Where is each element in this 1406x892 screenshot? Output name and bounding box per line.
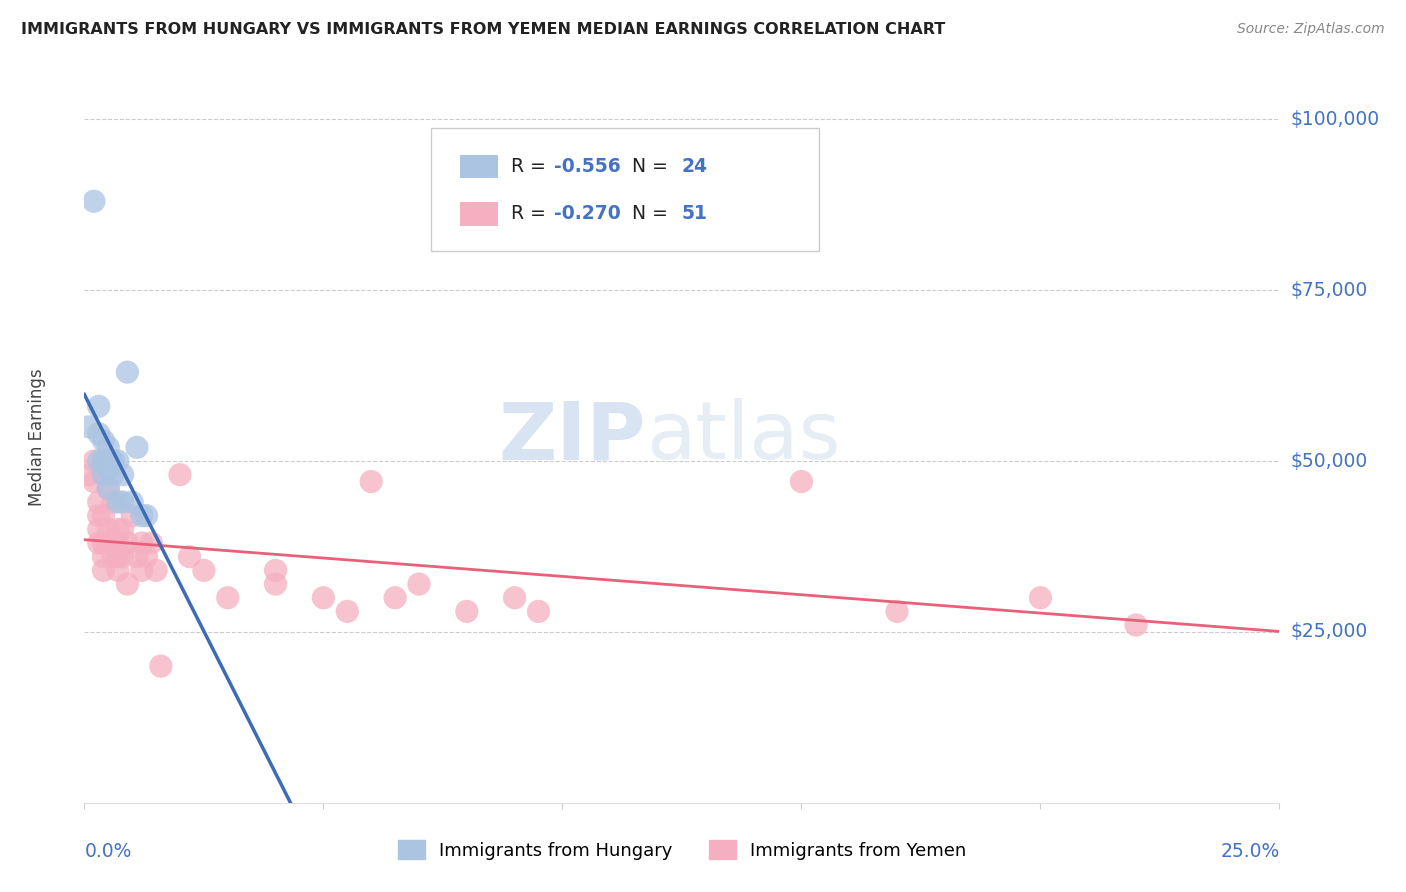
Text: 24: 24 — [682, 157, 707, 176]
Text: $75,000: $75,000 — [1291, 281, 1368, 300]
Point — [87, 400, 110, 414]
Point — [97, 481, 120, 495]
Point — [93, 549, 115, 564]
Point — [107, 563, 129, 577]
Point — [456, 604, 478, 618]
Legend: Immigrants from Hungary, Immigrants from Yemen: Immigrants from Hungary, Immigrants from… — [391, 833, 973, 867]
Point — [503, 591, 526, 605]
Point — [790, 475, 813, 489]
Point — [101, 467, 124, 482]
Point — [101, 495, 124, 509]
Text: R =: R = — [510, 204, 553, 224]
FancyBboxPatch shape — [460, 154, 498, 178]
Point — [125, 549, 148, 564]
Point — [131, 508, 153, 523]
Point — [101, 454, 124, 468]
Point — [312, 591, 335, 605]
Point — [97, 460, 120, 475]
Point — [101, 454, 124, 468]
Text: -0.270: -0.270 — [554, 204, 621, 224]
Point — [527, 604, 550, 618]
Text: ZIP: ZIP — [499, 398, 647, 476]
Point — [97, 440, 120, 454]
Point — [87, 426, 110, 441]
Point — [217, 591, 239, 605]
Point — [77, 420, 100, 434]
Point — [336, 604, 359, 618]
Point — [1125, 618, 1147, 632]
Point — [97, 522, 120, 536]
Point — [83, 454, 105, 468]
Point — [264, 563, 287, 577]
Point — [169, 467, 191, 482]
Point — [107, 454, 129, 468]
Point — [83, 194, 105, 209]
Point — [111, 549, 134, 564]
Text: Median Earnings: Median Earnings — [28, 368, 45, 506]
FancyBboxPatch shape — [432, 128, 820, 251]
Point — [135, 508, 157, 523]
Point — [121, 495, 143, 509]
Point — [87, 536, 110, 550]
Text: R =: R = — [510, 157, 553, 176]
Point — [101, 536, 124, 550]
Point — [101, 549, 124, 564]
Text: $50,000: $50,000 — [1291, 451, 1368, 470]
Point — [117, 536, 139, 550]
Text: 51: 51 — [682, 204, 707, 224]
Point — [93, 434, 115, 448]
Point — [149, 659, 172, 673]
Point — [107, 495, 129, 509]
Text: N =: N = — [620, 157, 673, 176]
Point — [264, 577, 287, 591]
Point — [87, 495, 110, 509]
Point — [886, 604, 908, 618]
Text: 0.0%: 0.0% — [84, 842, 132, 861]
Point — [87, 522, 110, 536]
Point — [117, 577, 139, 591]
Point — [93, 508, 115, 523]
Point — [97, 536, 120, 550]
Text: $100,000: $100,000 — [1291, 110, 1379, 128]
Text: -0.556: -0.556 — [554, 157, 621, 176]
Point — [135, 549, 157, 564]
Point — [93, 536, 115, 550]
Text: 25.0%: 25.0% — [1220, 842, 1279, 861]
Point — [93, 454, 115, 468]
Point — [131, 563, 153, 577]
Point — [83, 475, 105, 489]
Point — [107, 549, 129, 564]
Point — [111, 467, 134, 482]
Point — [179, 549, 201, 564]
Point — [384, 591, 406, 605]
Point — [360, 475, 382, 489]
Point — [93, 563, 115, 577]
Point — [408, 577, 430, 591]
Point — [145, 563, 167, 577]
Text: N =: N = — [620, 204, 673, 224]
Point — [111, 522, 134, 536]
Point — [1029, 591, 1052, 605]
Point — [125, 440, 148, 454]
Point — [121, 508, 143, 523]
Point — [87, 508, 110, 523]
Text: atlas: atlas — [647, 398, 841, 476]
Text: $25,000: $25,000 — [1291, 623, 1368, 641]
Point — [107, 522, 129, 536]
Point — [141, 536, 163, 550]
Point — [117, 365, 139, 379]
Point — [111, 495, 134, 509]
FancyBboxPatch shape — [460, 202, 498, 226]
Point — [87, 454, 110, 468]
Text: IMMIGRANTS FROM HUNGARY VS IMMIGRANTS FROM YEMEN MEDIAN EARNINGS CORRELATION CHA: IMMIGRANTS FROM HUNGARY VS IMMIGRANTS FR… — [21, 22, 945, 37]
Point — [131, 536, 153, 550]
Text: Source: ZipAtlas.com: Source: ZipAtlas.com — [1237, 22, 1385, 37]
Point — [97, 481, 120, 495]
Point — [193, 563, 215, 577]
Point — [97, 454, 120, 468]
Point — [93, 467, 115, 482]
Point — [77, 467, 100, 482]
Point — [107, 536, 129, 550]
